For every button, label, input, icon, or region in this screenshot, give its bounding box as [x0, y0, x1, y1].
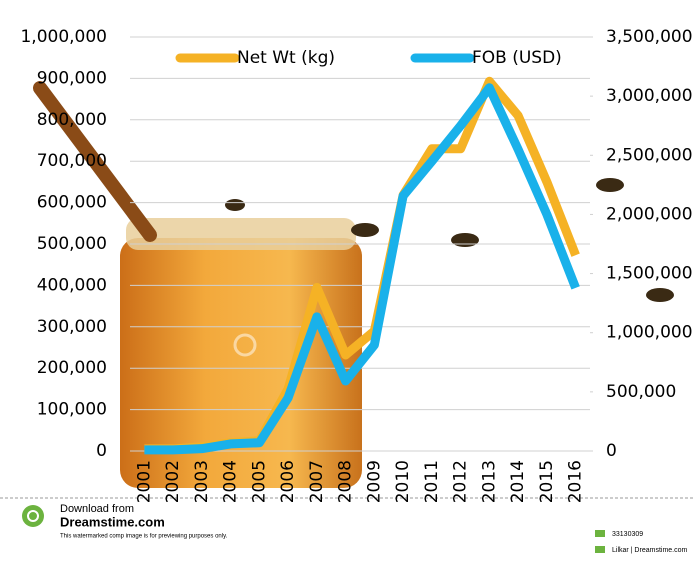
y-tick-label: 500,000 [37, 234, 107, 254]
x-tick-label: 2012 [451, 460, 471, 503]
y2-tick-label: 1,500,000 [606, 264, 693, 284]
y-tick-label: 0 [96, 441, 107, 461]
x-tick-label: 2005 [249, 460, 269, 503]
x-tick-label: 2009 [364, 460, 384, 503]
y2-tick-label: 2,500,000 [606, 145, 693, 165]
footer: Download from Dreamstime.com This waterm… [0, 497, 694, 565]
y2-tick-label: 1,000,000 [606, 323, 693, 343]
x-tick-label: 2004 [221, 460, 241, 503]
y-tick-label: 200,000 [37, 358, 107, 378]
x-tick-label: 2015 [537, 460, 557, 503]
x-tick-label: 2003 [192, 460, 212, 503]
y-tick-label: 900,000 [37, 68, 107, 88]
legend-label: Net Wt (kg) [237, 48, 335, 68]
legend-label: FOB (USD) [472, 48, 562, 68]
y2-tick-label: 3,000,000 [606, 86, 693, 106]
x-tick-label: 2010 [393, 460, 413, 503]
y-tick-label: 800,000 [37, 110, 107, 130]
y2-tick-label: 500,000 [606, 382, 676, 402]
x-tick-label: 2008 [336, 460, 356, 503]
background-image [40, 88, 674, 488]
y-tick-label: 1,000,000 [20, 27, 107, 47]
footer-id: 33130309 [612, 531, 643, 538]
x-tick-label: 2016 [566, 460, 586, 503]
y-tick-label: 300,000 [37, 317, 107, 337]
footer-notice: This watermarked comp image is for previ… [60, 534, 228, 540]
footer-site[interactable]: Dreamstime.com [60, 514, 165, 529]
y-tick-label: 100,000 [37, 400, 107, 420]
y-tick-label: 400,000 [37, 275, 107, 295]
y2-tick-label: 3,500,000 [606, 27, 693, 47]
footer-credit: Lilkar | Dreamstime.com [612, 547, 688, 554]
y2-tick-label: 0 [606, 441, 617, 461]
x-tick-label: 2014 [508, 460, 528, 503]
y2-tick-label: 2,000,000 [606, 204, 693, 224]
y-tick-label: 700,000 [37, 151, 107, 171]
y-tick-label: 600,000 [37, 193, 107, 213]
x-tick-label: 2013 [479, 460, 499, 503]
x-tick-label: 2002 [163, 460, 183, 503]
chart: Download from Dreamstime.com This waterm… [0, 0, 694, 565]
x-tick-label: 2006 [278, 460, 298, 503]
x-tick-label: 2011 [422, 460, 442, 503]
x-tick-label: 2007 [307, 460, 327, 503]
x-tick-label: 2001 [134, 460, 154, 503]
footer-download: Download from [60, 503, 134, 515]
